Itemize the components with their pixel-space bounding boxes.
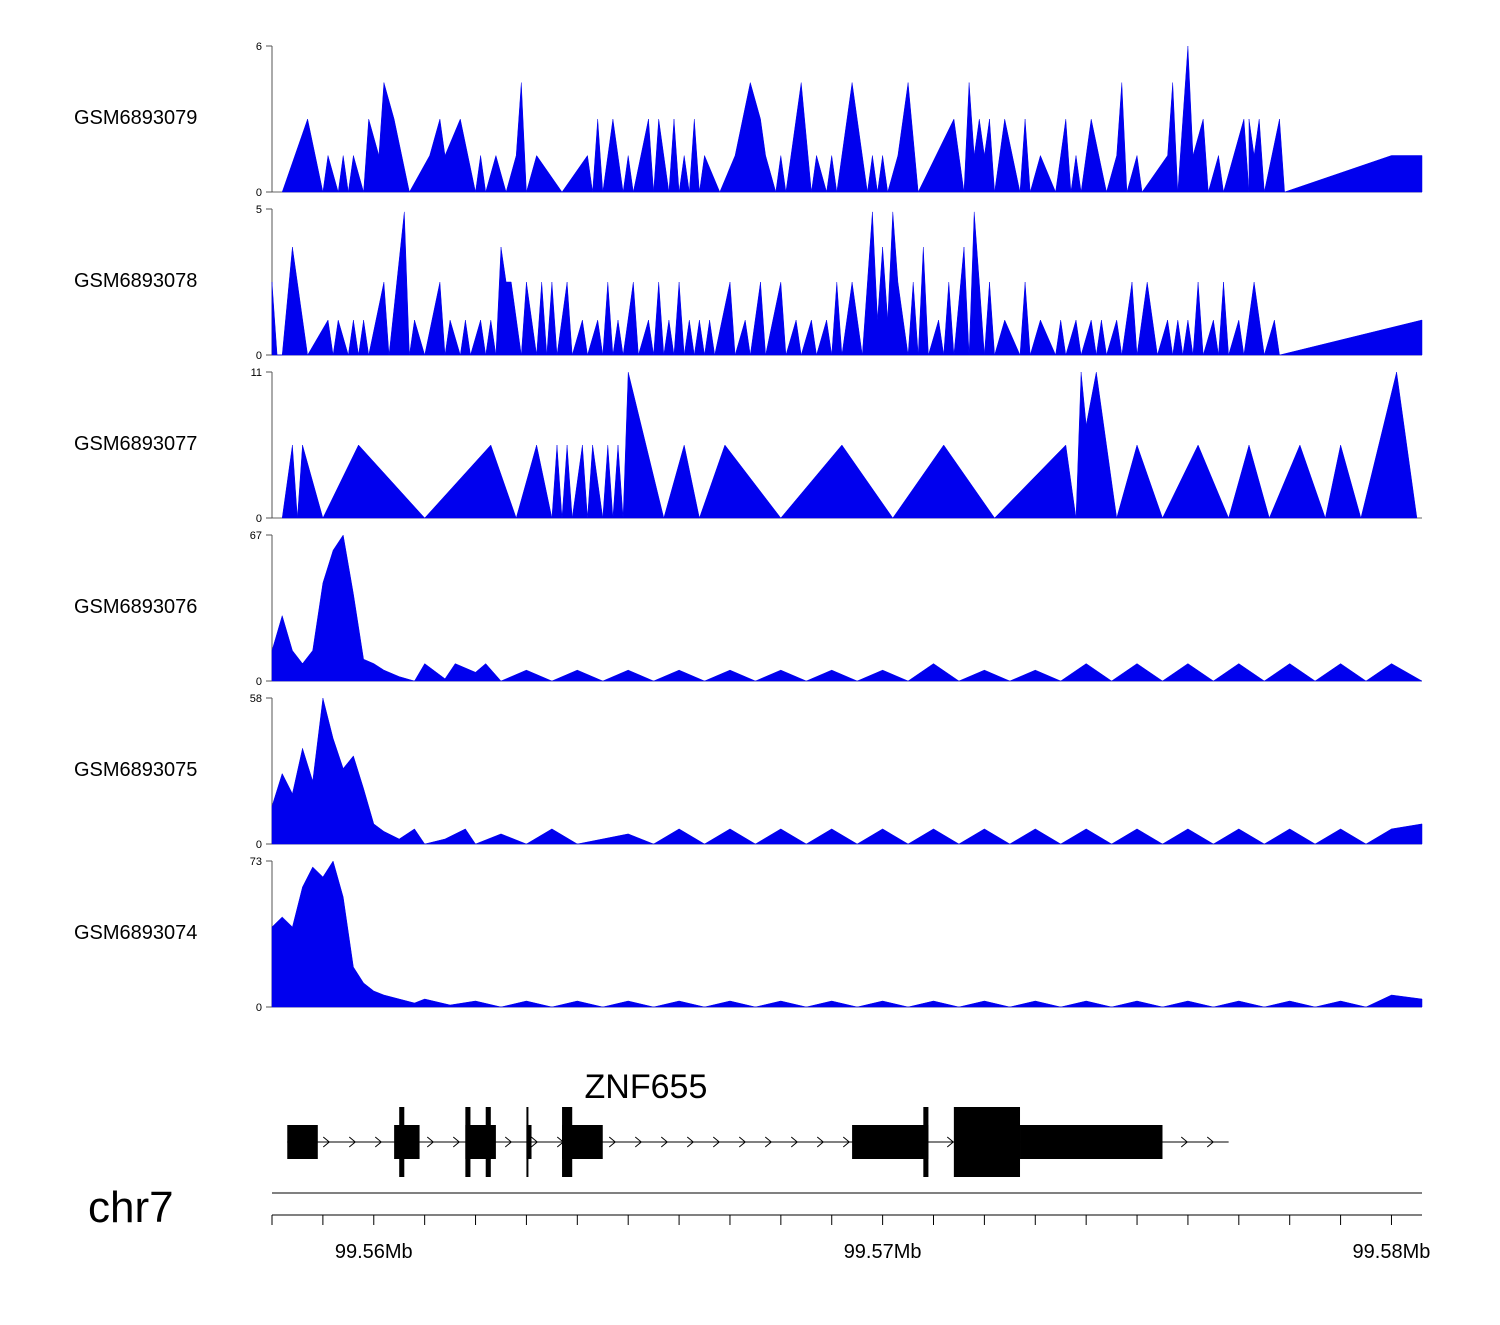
exon-block bbox=[485, 1107, 491, 1177]
exon-block bbox=[852, 1125, 929, 1159]
strand-arrow bbox=[764, 1136, 773, 1148]
strand-arrow bbox=[504, 1136, 513, 1148]
strand-arrow bbox=[608, 1136, 617, 1148]
track-GSM6893077: GSM6893077 11 0 bbox=[74, 367, 1422, 525]
exon-block bbox=[1020, 1125, 1163, 1159]
y-min-label: 0 bbox=[256, 1002, 262, 1014]
strand-arrow bbox=[738, 1136, 747, 1148]
strand-arrow bbox=[816, 1136, 825, 1148]
axis-tick-label: 99.56Mb bbox=[335, 1241, 413, 1263]
track-GSM6893075: GSM6893075 58 0 bbox=[74, 693, 1423, 851]
strand-arrow bbox=[426, 1136, 435, 1148]
strand-arrow bbox=[1180, 1136, 1189, 1148]
strand-arrow bbox=[348, 1136, 357, 1148]
y-max-label: 11 bbox=[251, 367, 262, 379]
strand-arrow bbox=[660, 1136, 669, 1148]
y-max-label: 6 bbox=[256, 41, 262, 53]
coverage-area bbox=[281, 371, 1418, 519]
axis-tick-label: 99.58Mb bbox=[1353, 1241, 1431, 1263]
y-max-label: 67 bbox=[250, 530, 262, 542]
exon-block bbox=[394, 1125, 420, 1159]
strand-arrow bbox=[842, 1136, 851, 1148]
exon-block bbox=[526, 1125, 532, 1159]
gene-annotation-track: ZNF655 bbox=[287, 1068, 1229, 1177]
exon-block bbox=[287, 1125, 318, 1159]
gene-name-label: ZNF655 bbox=[585, 1068, 708, 1106]
track-GSM6893074: GSM6893074 73 0 bbox=[74, 856, 1423, 1014]
exon-block bbox=[923, 1107, 929, 1177]
strand-arrow bbox=[790, 1136, 799, 1148]
genome-axis: 99.56Mb 99.57Mb 99.58Mb chr7 bbox=[88, 1183, 1430, 1263]
coverage-tracks: GSM689307960GSM689307850GSM6893077110GSM… bbox=[74, 41, 1423, 1014]
exon-block bbox=[953, 1107, 1021, 1177]
y-min-label: 0 bbox=[256, 839, 262, 851]
track-label: GSM6893075 bbox=[74, 759, 197, 781]
track-label: GSM6893077 bbox=[74, 433, 197, 455]
coverage-area bbox=[271, 534, 1423, 682]
y-min-label: 0 bbox=[256, 513, 262, 525]
y-min-label: 0 bbox=[256, 350, 262, 362]
track-GSM6893079: GSM6893079 6 0 bbox=[74, 41, 1423, 199]
coverage-area bbox=[271, 697, 1423, 845]
chromosome-label: chr7 bbox=[88, 1183, 174, 1232]
exon-block bbox=[526, 1107, 529, 1177]
track-label: GSM6893074 bbox=[74, 922, 197, 944]
strand-arrow bbox=[452, 1136, 461, 1148]
exon-block bbox=[399, 1107, 405, 1177]
strand-arrow bbox=[322, 1136, 331, 1148]
track-label: GSM6893079 bbox=[74, 107, 197, 129]
y-min-label: 0 bbox=[256, 676, 262, 688]
y-min-label: 0 bbox=[256, 187, 262, 199]
strand-arrow bbox=[686, 1136, 695, 1148]
track-GSM6893076: GSM6893076 67 0 bbox=[74, 530, 1423, 688]
exon-block bbox=[562, 1107, 573, 1177]
strand-arrow bbox=[634, 1136, 643, 1148]
track-label: GSM6893076 bbox=[74, 596, 197, 618]
strand-arrow bbox=[530, 1136, 539, 1148]
strand-arrow bbox=[712, 1136, 721, 1148]
y-max-label: 58 bbox=[250, 693, 262, 705]
strand-arrow bbox=[1206, 1136, 1215, 1148]
axis-tick-label: 99.57Mb bbox=[844, 1241, 922, 1263]
coverage-area bbox=[281, 45, 1423, 193]
track-label: GSM6893078 bbox=[74, 270, 197, 292]
y-max-label: 5 bbox=[256, 204, 262, 216]
strand-arrow bbox=[374, 1136, 383, 1148]
strand-arrow bbox=[946, 1136, 955, 1148]
coverage-area bbox=[271, 211, 1423, 356]
track-GSM6893078: GSM6893078 5 0 bbox=[74, 204, 1423, 362]
coverage-area bbox=[271, 860, 1423, 1008]
exon-block bbox=[465, 1107, 471, 1177]
y-max-label: 73 bbox=[250, 856, 262, 868]
